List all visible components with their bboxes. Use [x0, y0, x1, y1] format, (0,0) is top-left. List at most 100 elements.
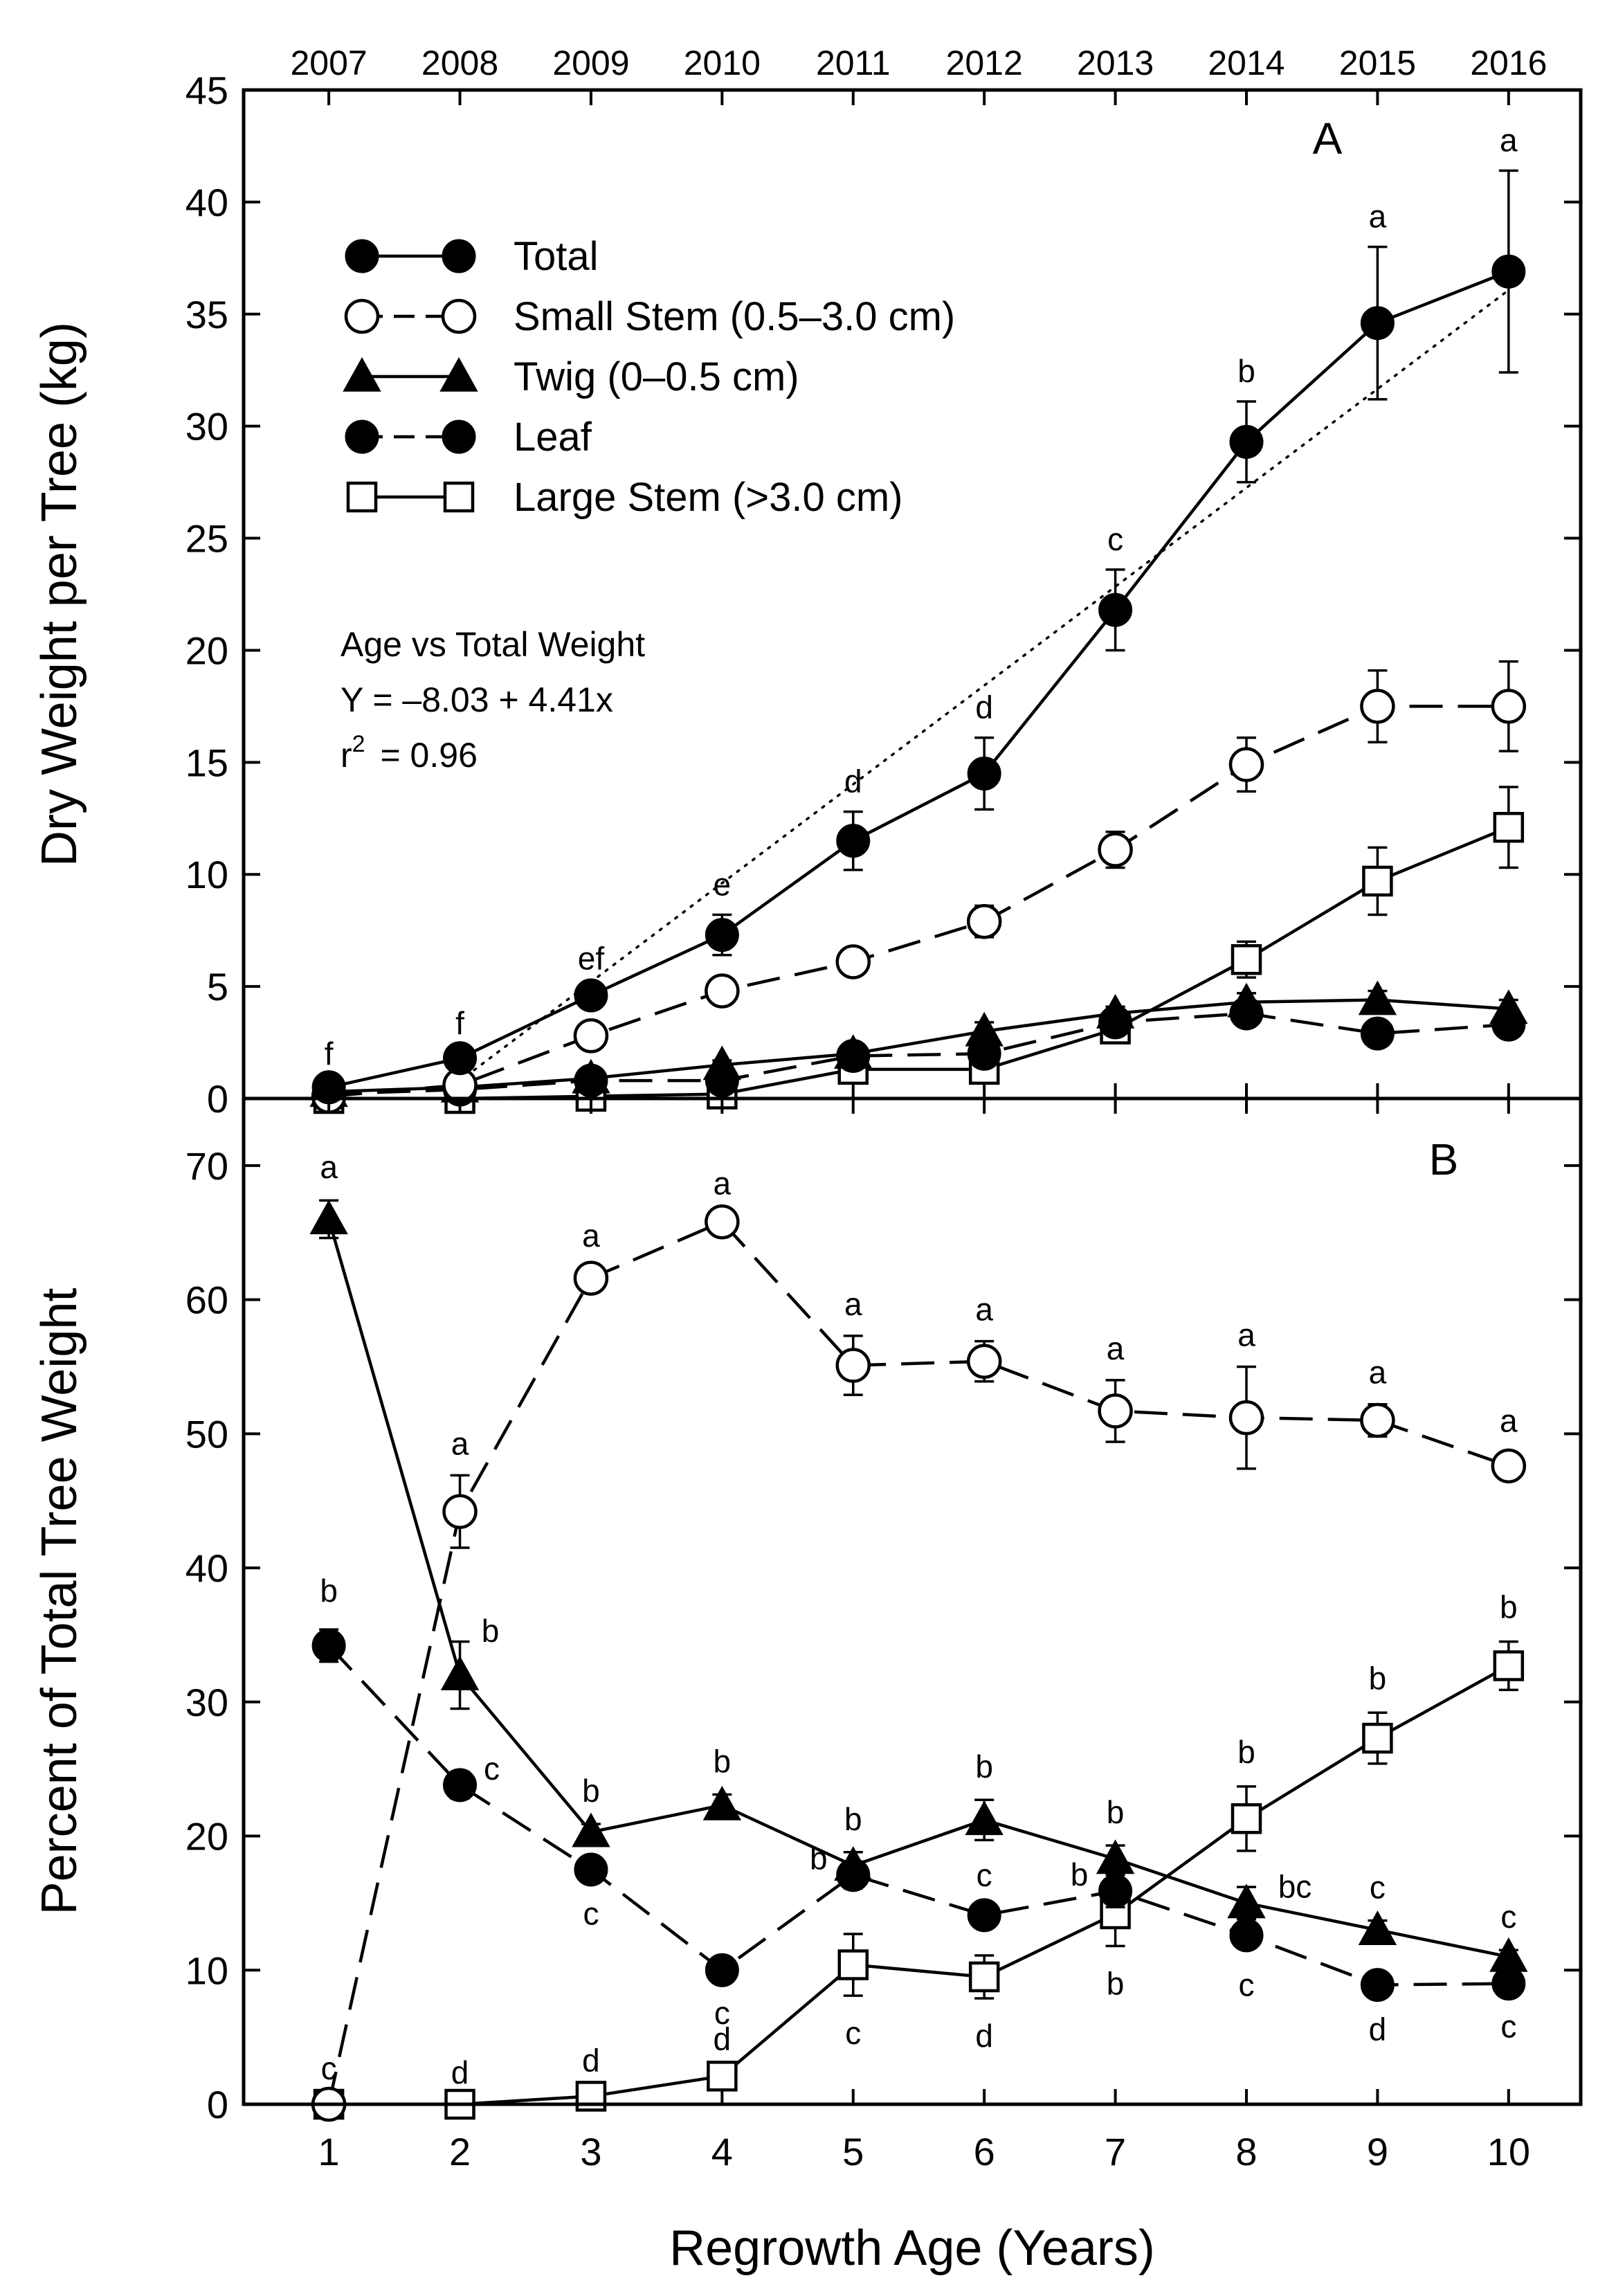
data-point [1098, 593, 1133, 627]
y-tick-label: 70 [185, 1144, 228, 1188]
series-line [327, 1220, 1509, 2105]
significance-label: b [810, 1841, 828, 1877]
data-point [1360, 689, 1395, 724]
series-total-a [311, 169, 1526, 1105]
data-point [967, 1898, 1001, 1933]
significance-label: a [714, 1166, 732, 1202]
series-twig-b [309, 1199, 1528, 1972]
legend-item-total: Total [345, 234, 599, 279]
significance-label: c [1370, 1870, 1386, 1906]
panel-b: 0 10 20 30 40 50 60 70 Percent of Total Tree Wei… [32, 1096, 1583, 2126]
year-label: 2014 [1208, 44, 1284, 82]
data-point [835, 944, 871, 979]
significance-label: d [1369, 2011, 1387, 2047]
data-point [702, 1045, 742, 1081]
y-tick-label: 25 [185, 517, 228, 561]
data-point [1491, 689, 1527, 724]
data-point [572, 1812, 610, 1847]
data-point [1227, 1883, 1266, 1919]
significance-label: b [975, 1748, 993, 1784]
series-large-b [313, 1640, 1525, 2120]
significance-label: b [1107, 1794, 1125, 1830]
panel-label: B [1429, 1135, 1459, 1184]
significance-label: d [714, 2021, 732, 2057]
data-point [1491, 1967, 1526, 2001]
significance-label: a [1369, 1355, 1387, 1391]
significance-label: c [1500, 1899, 1516, 1935]
year-label: 2012 [946, 44, 1023, 82]
data-point [574, 1852, 608, 1887]
y-tick-label: 0 [207, 2083, 228, 2126]
series-line [329, 1011, 1509, 1096]
data-point [1362, 1722, 1393, 1754]
regression-r2-value: = 0.96 [371, 736, 478, 775]
data-point [1229, 424, 1264, 459]
x-tick-label: 4 [711, 2130, 733, 2173]
regression-equation: Y = –8.03 + 4.41x [341, 680, 613, 719]
legend-item-small: Small Stem (0.5–3.0 cm) [344, 294, 955, 339]
significance-label: b [714, 1743, 732, 1779]
significance-label: d [582, 2043, 600, 2079]
y-tick-label: 10 [185, 1949, 228, 1992]
data-point [572, 1058, 610, 1094]
significance-label: b [1500, 1589, 1518, 1625]
data-point [837, 1949, 869, 1980]
legend-marker [344, 298, 380, 334]
data-point [705, 1953, 739, 1987]
regression-line [465, 289, 1510, 1078]
significance-label: a [451, 1425, 469, 1461]
panel-a: 0 5 10 15 20 25 30 35 40 45 Dry Weight per Tree (k… [32, 69, 1583, 1121]
legend-marker [442, 239, 476, 273]
series-line [327, 1644, 1509, 1987]
legend-item-twig: Twig (0–0.5 cm) [343, 354, 799, 399]
legend-marker [443, 481, 475, 513]
panel-label: A [1313, 114, 1343, 163]
y-tick-label: 60 [185, 1278, 228, 1322]
y-tick-label: 5 [207, 965, 228, 1009]
x-tick-label: 2 [449, 2130, 471, 2173]
y-tick-label: 40 [185, 181, 228, 224]
significance-label: a [1107, 1330, 1125, 1366]
significance-label: c [583, 1896, 599, 1932]
regression-r2: r2 = 0.96 [341, 731, 478, 775]
significance-label: c [321, 2050, 337, 2086]
data-point [1228, 1400, 1264, 1436]
data-point [1227, 982, 1266, 1018]
series-small-b [311, 1204, 1527, 2122]
series-large-a [313, 786, 1525, 1114]
data-point [1358, 980, 1397, 1015]
x-tick-label: 8 [1235, 2130, 1257, 2173]
significance-label: f [455, 1005, 464, 1041]
year-label: 2007 [291, 44, 367, 82]
legend-marker [345, 239, 379, 273]
data-point [1493, 811, 1525, 843]
year-label: 2016 [1470, 44, 1547, 82]
significance-label: d [975, 2018, 993, 2054]
significance-label: c [484, 1751, 500, 1787]
data-point [1489, 989, 1528, 1024]
data-point [309, 1200, 348, 1235]
y-tick-label: 15 [185, 741, 228, 784]
data-point [1491, 1448, 1527, 1484]
series-twig-a [309, 980, 1528, 1108]
x-tick-label: 5 [842, 2130, 864, 2173]
significance-label: a [1237, 1317, 1255, 1353]
y-tick-label: 40 [185, 1546, 228, 1590]
legend-label: Large Stem (>3.0 cm) [514, 475, 903, 520]
data-point [443, 1041, 478, 1076]
data-point [1098, 1874, 1133, 1908]
data-point [442, 1494, 478, 1529]
data-point [311, 1628, 346, 1663]
year-label: 2008 [421, 44, 498, 82]
data-point [705, 918, 739, 952]
data-point [1360, 1016, 1395, 1051]
series-line [329, 826, 1509, 1101]
significance-label: bc [1278, 1868, 1312, 1904]
significance-label: a [582, 1218, 600, 1254]
y-tick-label: 20 [185, 1815, 228, 1859]
y-tick-label: 10 [185, 853, 228, 896]
plot-frame [242, 88, 1583, 1101]
significance-label: b [1237, 353, 1255, 389]
significance-label: c [714, 1995, 730, 2031]
data-point [1228, 747, 1264, 782]
